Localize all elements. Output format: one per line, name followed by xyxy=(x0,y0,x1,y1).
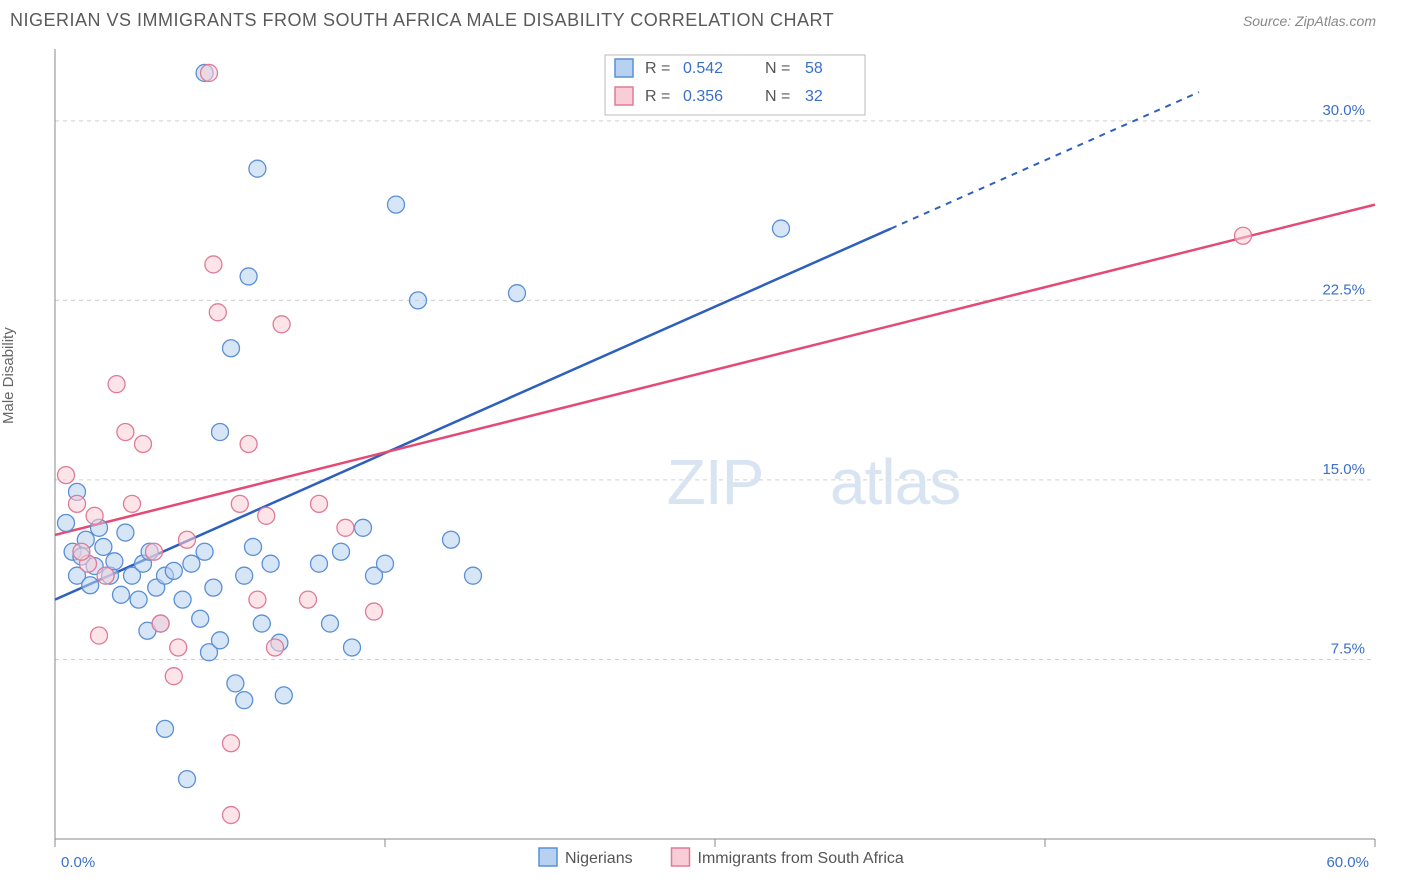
trend-line-blue-extrapolated xyxy=(891,92,1199,228)
data-point-south-africa xyxy=(311,495,328,512)
data-point-nigerian xyxy=(157,720,174,737)
footer-legend-label: Immigrants from South Africa xyxy=(698,850,904,867)
legend-n-label: N = xyxy=(765,60,790,77)
data-point-south-africa xyxy=(117,424,134,441)
legend-swatch xyxy=(615,59,633,77)
data-point-nigerian xyxy=(509,285,526,302)
data-point-south-africa xyxy=(97,567,114,584)
data-point-south-africa xyxy=(73,543,90,560)
data-point-south-africa xyxy=(179,531,196,548)
data-point-nigerian xyxy=(773,220,790,237)
data-point-nigerian xyxy=(95,538,112,555)
footer-legend-swatch xyxy=(539,848,557,866)
data-point-south-africa xyxy=(223,807,240,824)
data-point-nigerian xyxy=(311,555,328,572)
data-point-south-africa xyxy=(231,495,248,512)
data-point-nigerian xyxy=(377,555,394,572)
data-point-nigerian xyxy=(223,340,240,357)
data-point-south-africa xyxy=(267,639,284,656)
data-point-nigerian xyxy=(205,579,222,596)
x-max-label: 60.0% xyxy=(1326,854,1369,871)
data-point-south-africa xyxy=(366,603,383,620)
legend-n-value: 32 xyxy=(805,88,823,105)
data-point-nigerian xyxy=(344,639,361,656)
data-point-south-africa xyxy=(258,507,275,524)
data-point-south-africa xyxy=(135,436,152,453)
data-point-south-africa xyxy=(69,495,86,512)
data-point-south-africa xyxy=(223,735,240,752)
source-prefix: Source: xyxy=(1243,13,1295,29)
data-point-south-africa xyxy=(300,591,317,608)
data-point-nigerian xyxy=(183,555,200,572)
data-point-nigerian xyxy=(227,675,244,692)
legend-r-label: R = xyxy=(645,88,670,105)
legend-r-value: 0.542 xyxy=(683,60,723,77)
y-axis-label: Male Disability xyxy=(0,327,17,424)
data-point-nigerian xyxy=(465,567,482,584)
legend-n-value: 58 xyxy=(805,60,823,77)
data-point-nigerian xyxy=(212,424,229,441)
data-point-nigerian xyxy=(236,692,253,709)
data-point-nigerian xyxy=(196,543,213,560)
y-tick-label: 30.0% xyxy=(1322,102,1365,119)
data-point-south-africa xyxy=(108,376,125,393)
source-name: ZipAtlas.com xyxy=(1295,13,1376,29)
data-point-south-africa xyxy=(201,64,218,81)
chart-source: Source: ZipAtlas.com xyxy=(1243,13,1376,29)
y-tick-label: 7.5% xyxy=(1331,640,1365,657)
data-point-nigerian xyxy=(249,160,266,177)
data-point-south-africa xyxy=(1235,227,1252,244)
legend-swatch xyxy=(615,87,633,105)
data-point-nigerian xyxy=(322,615,339,632)
data-point-nigerian xyxy=(253,615,270,632)
data-point-south-africa xyxy=(205,256,222,273)
watermark: ZIP xyxy=(667,446,764,518)
data-point-nigerian xyxy=(179,771,196,788)
data-point-south-africa xyxy=(249,591,266,608)
data-point-nigerian xyxy=(236,567,253,584)
data-point-south-africa xyxy=(240,436,257,453)
data-point-south-africa xyxy=(146,543,163,560)
data-point-south-africa xyxy=(337,519,354,536)
x-min-label: 0.0% xyxy=(61,854,95,871)
data-point-nigerian xyxy=(82,577,99,594)
data-point-nigerian xyxy=(192,610,209,627)
data-point-nigerian xyxy=(262,555,279,572)
data-point-nigerian xyxy=(117,524,134,541)
data-point-nigerian xyxy=(212,632,229,649)
correlation-chart: 7.5% 15.0% 22.5% 30.0% ZIP atlas R = 0.542 N = 58… xyxy=(10,39,1396,889)
data-point-south-africa xyxy=(170,639,187,656)
data-point-nigerian xyxy=(355,519,372,536)
data-point-nigerian xyxy=(443,531,460,548)
legend-r-label: R = xyxy=(645,60,670,77)
data-point-nigerian xyxy=(240,268,257,285)
data-point-south-africa xyxy=(58,467,75,484)
footer-legend-label: Nigerians xyxy=(565,850,633,867)
data-point-nigerian xyxy=(113,586,130,603)
data-point-nigerian xyxy=(174,591,191,608)
chart-title: NIGERIAN VS IMMIGRANTS FROM SOUTH AFRICA… xyxy=(10,10,834,31)
y-tick-label: 15.0% xyxy=(1322,461,1365,478)
data-point-south-africa xyxy=(165,668,182,685)
data-point-south-africa xyxy=(273,316,290,333)
footer-legend-swatch xyxy=(672,848,690,866)
data-point-nigerian xyxy=(130,591,147,608)
data-point-south-africa xyxy=(86,507,103,524)
data-point-nigerian xyxy=(58,515,75,532)
data-point-south-africa xyxy=(209,304,226,321)
data-point-south-africa xyxy=(124,495,141,512)
legend-n-label: N = xyxy=(765,88,790,105)
data-point-nigerian xyxy=(275,687,292,704)
data-point-nigerian xyxy=(245,538,262,555)
stats-legend xyxy=(605,55,865,115)
legend-r-value: 0.356 xyxy=(683,88,723,105)
data-point-south-africa xyxy=(91,627,108,644)
data-point-nigerian xyxy=(333,543,350,560)
data-point-nigerian xyxy=(410,292,427,309)
data-point-nigerian xyxy=(388,196,405,213)
data-point-south-africa xyxy=(152,615,169,632)
y-tick-label: 22.5% xyxy=(1322,281,1365,298)
watermark: atlas xyxy=(830,446,960,518)
data-point-nigerian xyxy=(165,562,182,579)
